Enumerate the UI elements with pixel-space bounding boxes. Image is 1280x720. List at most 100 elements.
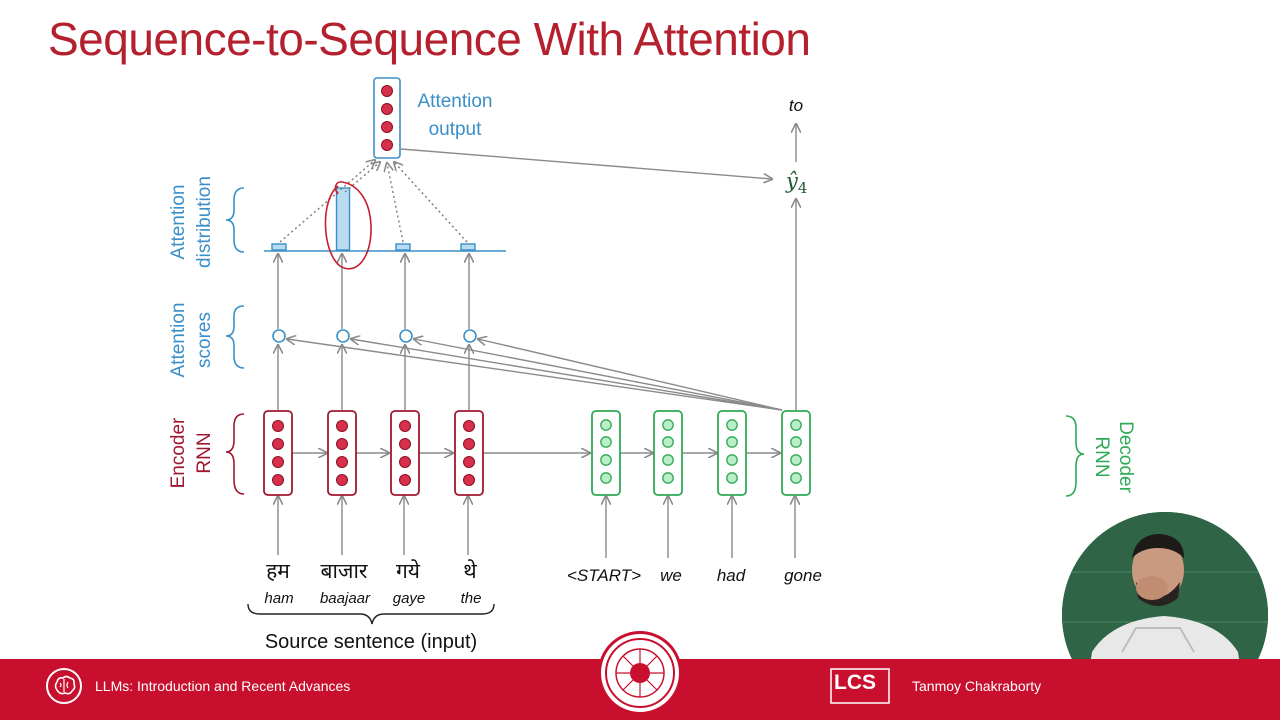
decoder-dot-1-2 — [600, 436, 612, 448]
decoder-input-word-1: <START> — [567, 566, 641, 585]
dotted-line-3 — [387, 163, 404, 243]
decoder-input-word-3: had — [717, 566, 746, 585]
decoder-dot-1-1 — [600, 419, 612, 431]
source-word-hindi-4: थे — [463, 559, 477, 583]
decoder-dot-3-1 — [726, 419, 738, 431]
encoder-rnn-label-2: RNN — [194, 432, 215, 473]
attention-score-2 — [336, 329, 350, 343]
encoder-dot-1-1 — [272, 420, 284, 432]
encoder-dot-1-4 — [272, 474, 284, 486]
decoder-dot-1-3 — [600, 454, 612, 466]
decoder-dot-2-2 — [662, 436, 674, 448]
encoder-dot-3-4 — [399, 474, 411, 486]
attention-bar-4 — [460, 243, 476, 251]
decoder-dot-3-2 — [726, 436, 738, 448]
decoder-dot-2-3 — [662, 454, 674, 466]
attention-bar-3 — [395, 243, 411, 251]
source-word-roman-3: gaye — [393, 590, 426, 607]
attention-distribution-label-1: Attention — [168, 185, 189, 260]
decoder-hidden-state-3 — [717, 410, 747, 496]
dec-score-arrow-3 — [414, 339, 783, 411]
encoder-hidden-state-4 — [454, 410, 484, 496]
seq2seq-attention-diagram: Attention distribution Attention scores … — [168, 77, 1136, 653]
encoder-dot-4-2 — [463, 438, 475, 450]
encoder-dot-4-3 — [463, 456, 475, 468]
source-word-roman-2: baajaar — [320, 590, 371, 607]
encoder-dot-1-2 — [272, 438, 284, 450]
encoder-dot-2-3 — [336, 456, 348, 468]
attention-bar-1 — [271, 243, 287, 251]
attention-score-1 — [272, 329, 286, 343]
source-sentence-label: Source sentence (input) — [265, 631, 477, 653]
dotted-line-1 — [279, 160, 375, 243]
dec-score-arrow-4 — [478, 339, 783, 411]
attention-score-4 — [463, 329, 477, 343]
attention-scores-label-2: scores — [194, 312, 215, 368]
attention-output-vector — [373, 77, 401, 159]
decoder-input-word-2: we — [660, 566, 682, 585]
encoder-dot-4-4 — [463, 474, 475, 486]
decoder-dot-1-4 — [600, 472, 612, 484]
decoder-dot-4-1 — [790, 419, 802, 431]
attention-distribution-brace — [225, 187, 245, 253]
decoder-dot-3-3 — [726, 454, 738, 466]
attention-scores-label-1: Attention — [168, 303, 189, 378]
attention-output-label-2: output — [429, 119, 483, 140]
decoder-hidden-state-2 — [653, 410, 683, 496]
encoder-dot-3-1 — [399, 420, 411, 432]
lab-logo: LCS — [830, 668, 892, 704]
source-word-hindi-3: गये — [396, 559, 421, 583]
encoder-hidden-state-3 — [390, 410, 420, 496]
dotted-line-4 — [394, 162, 468, 243]
source-word-hindi-2: बाजार — [320, 559, 367, 583]
encoder-dot-2-1 — [336, 420, 348, 432]
decoder-rnn-label-1: Decoder — [1115, 421, 1136, 493]
decoder-hidden-state-4 — [781, 410, 811, 496]
decoder-dot-4-2 — [790, 436, 802, 448]
lab-logo-text: LCS — [834, 671, 876, 694]
encoder-dot-3-2 — [399, 438, 411, 450]
encoder-dot-3-3 — [399, 456, 411, 468]
slide-title: Sequence-to-Sequence With Attention — [48, 13, 811, 65]
decoder-dot-2-4 — [662, 472, 674, 484]
decoder-input-word-4: gone — [784, 566, 822, 585]
source-word-roman-4: the — [461, 590, 482, 607]
attention-score-3 — [399, 329, 413, 343]
encoder-dot-2-2 — [336, 438, 348, 450]
decoder-dot-4-3 — [790, 454, 802, 466]
attention-output-dot-1 — [381, 85, 393, 97]
decoder-rnn-brace — [1065, 415, 1085, 497]
encoder-hidden-state-2 — [327, 410, 357, 496]
dec-score-arrow-1 — [287, 339, 783, 411]
decoder-rnn-label-2: RNN — [1091, 436, 1112, 477]
decoder-dot-3-4 — [726, 472, 738, 484]
course-title: LLMs: Introduction and Recent Advances — [95, 678, 351, 694]
encoder-rnn-brace — [225, 413, 245, 495]
dotted-line-2 — [344, 162, 380, 193]
presenter-name: Tanmoy Chakraborty — [912, 678, 1042, 694]
institute-emblem-icon — [598, 631, 682, 715]
decoder-dot-4-4 — [790, 472, 802, 484]
prediction-subscript: 4 — [798, 179, 808, 197]
attention-bar-2 — [335, 187, 351, 251]
decoder-hidden-state-1 — [591, 410, 621, 496]
encoder-dot-4-1 — [463, 420, 475, 432]
encoder-dot-2-4 — [336, 474, 348, 486]
attention-scores-brace — [225, 305, 245, 369]
attention-output-label-1: Attention — [418, 91, 493, 112]
attention-to-prediction-arrow — [400, 148, 772, 179]
prediction-symbol: ŷ — [785, 169, 799, 193]
brain-logo-icon — [46, 668, 82, 704]
annotation-circle — [324, 181, 372, 270]
dec-score-arrow-2 — [351, 339, 783, 411]
encoder-dot-1-3 — [272, 456, 284, 468]
output-word: to — [789, 96, 803, 115]
attention-output-dot-3 — [381, 121, 393, 133]
attention-distribution-label-2: distribution — [194, 176, 215, 268]
attention-output-dot-4 — [381, 139, 393, 151]
source-word-roman-1: ham — [264, 590, 293, 607]
decoder-dot-2-1 — [662, 419, 674, 431]
encoder-hidden-state-1 — [263, 410, 293, 496]
prediction-y-hat: ŷ4 — [785, 169, 807, 197]
source-word-hindi-1: हम — [266, 559, 290, 583]
